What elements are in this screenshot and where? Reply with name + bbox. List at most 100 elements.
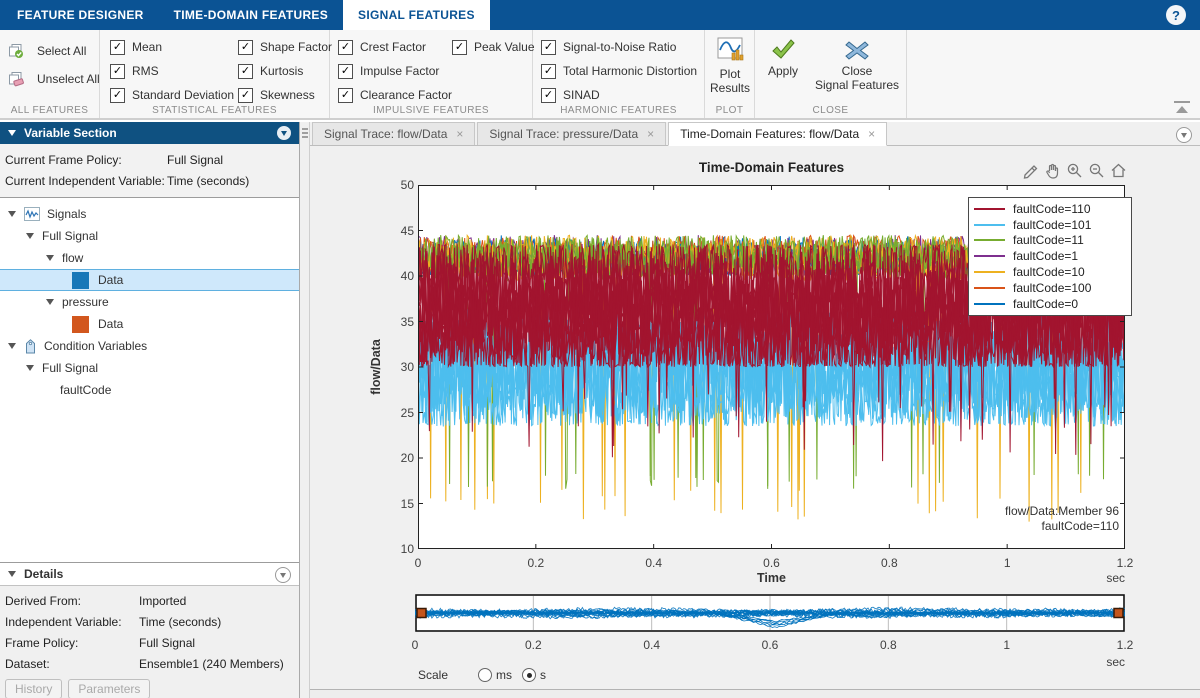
close-signal-features-button[interactable]: Close Signal Features xyxy=(809,36,905,92)
tree-item-pressure-data[interactable]: Data xyxy=(0,313,299,335)
tree-item-signals[interactable]: Signals xyxy=(0,203,299,225)
member-annotation: flow/Data:Member 96 faultCode=110 xyxy=(810,504,1119,534)
checkbox-box: ✓ xyxy=(452,40,467,55)
axes-toolbar xyxy=(1022,162,1127,179)
plot-results-button[interactable]: Plot Results xyxy=(705,36,755,95)
unselect-all-button[interactable]: Unselect All xyxy=(8,69,100,89)
independent-variable-label: Current Independent Variable: xyxy=(0,174,167,188)
legend-entry-faultCode=100[interactable]: faultCode=100 xyxy=(974,280,1126,296)
checkbox-snr[interactable]: ✓Signal-to-Noise Ratio xyxy=(541,37,697,57)
home-icon[interactable] xyxy=(1110,162,1127,179)
tree-item-full-signal[interactable]: Full Signal xyxy=(0,225,299,247)
checkbox-box: ✓ xyxy=(238,64,253,79)
tab-list-icon[interactable] xyxy=(1176,127,1192,143)
tree-item-flow[interactable]: flow xyxy=(0,247,299,269)
checkbox-rms[interactable]: ✓RMS xyxy=(110,61,234,81)
expand-caret-icon[interactable] xyxy=(8,211,16,217)
legend-entry-faultCode=1[interactable]: faultCode=1 xyxy=(974,248,1126,264)
tree-item-faultcode[interactable]: faultCode xyxy=(0,379,299,401)
ribbon: Select All Unselect All ALL FEATURES ✓Me… xyxy=(0,30,1200,120)
panel-splitter[interactable] xyxy=(300,122,310,698)
group-plot: Plot Results PLOT xyxy=(705,30,755,118)
frame-policy-label: Current Frame Policy: xyxy=(0,153,167,167)
diagnostic-feature-designer-window: FEATURE DESIGNER TIME-DOMAIN FEATURES SI… xyxy=(0,0,1200,698)
close-tab-icon[interactable]: × xyxy=(868,127,875,141)
checkbox-mean[interactable]: ✓Mean xyxy=(110,37,234,57)
radio-s[interactable]: s xyxy=(522,668,546,682)
checkbox-skewness[interactable]: ✓Skewness xyxy=(238,85,332,105)
panner-left-handle[interactable] xyxy=(417,609,426,618)
checkbox-box: ✓ xyxy=(541,88,556,103)
expand-caret-icon[interactable] xyxy=(46,299,54,305)
variable-section-header[interactable]: Variable Section xyxy=(0,122,299,144)
tree-item-pressure[interactable]: pressure xyxy=(0,291,299,313)
tab-feature-designer[interactable]: FEATURE DESIGNER xyxy=(2,0,159,30)
checkbox-clearance-factor[interactable]: ✓Clearance Factor xyxy=(338,85,452,105)
radio-circle xyxy=(478,668,492,682)
section-menu-icon[interactable] xyxy=(277,126,291,140)
zoom-out-icon[interactable] xyxy=(1088,162,1105,179)
group-close: Apply Close Signal Features CLOSE xyxy=(755,30,907,118)
signals-icon xyxy=(24,207,40,221)
close-tab-icon[interactable]: × xyxy=(456,127,463,141)
history-button[interactable]: History xyxy=(5,679,62,698)
signal-panner[interactable] xyxy=(415,594,1125,632)
doc-tab-signal-trace-flow[interactable]: Signal Trace: flow/Data × xyxy=(312,122,475,145)
export-icon[interactable] xyxy=(1022,162,1039,179)
independent-variable-value: Time (seconds) xyxy=(167,174,249,188)
checkbox-box: ✓ xyxy=(110,40,125,55)
expand-caret-icon[interactable] xyxy=(26,233,34,239)
expand-caret-icon[interactable] xyxy=(46,255,54,261)
close-tab-icon[interactable]: × xyxy=(647,127,654,141)
tab-time-domain-features[interactable]: TIME-DOMAIN FEATURES xyxy=(159,0,343,30)
legend-line-sample xyxy=(974,303,1005,305)
x-tick-0.2: 0.2 xyxy=(514,556,558,570)
tree-item-flow-data[interactable]: Data xyxy=(0,269,299,291)
checkbox-standard-deviation[interactable]: ✓Standard Deviation xyxy=(110,85,234,105)
zoom-in-icon[interactable] xyxy=(1066,162,1083,179)
legend-entry-faultCode=11[interactable]: faultCode=11 xyxy=(974,233,1126,249)
details-menu-icon[interactable] xyxy=(275,567,291,583)
legend-entry-faultCode=101[interactable]: faultCode=101 xyxy=(974,217,1126,233)
checkbox-box: ✓ xyxy=(110,64,125,79)
radio-ms[interactable]: ms xyxy=(478,668,512,682)
legend-entry-faultCode=10[interactable]: faultCode=10 xyxy=(974,264,1126,280)
parameters-button[interactable]: Parameters xyxy=(68,679,150,698)
tab-signal-features[interactable]: SIGNAL FEATURES xyxy=(343,0,490,30)
checkbox-box: ✓ xyxy=(238,40,253,55)
frame-policy-label: Frame Policy: xyxy=(0,636,139,650)
checkbox-shape-factor[interactable]: ✓Shape Factor xyxy=(238,37,332,57)
checkbox-box: ✓ xyxy=(541,40,556,55)
doc-tab-signal-trace-pressure[interactable]: Signal Trace: pressure/Data × xyxy=(477,122,666,145)
doc-tab-time-domain-features[interactable]: Time-Domain Features: flow/Data × xyxy=(668,122,887,146)
collapse-ribbon-icon[interactable] xyxy=(1174,101,1190,115)
tree-item-condition-variables[interactable]: Condition Variables xyxy=(0,335,299,357)
details-header[interactable]: Details xyxy=(0,563,299,585)
expand-caret-icon[interactable] xyxy=(8,343,16,349)
y-tick-50: 50 xyxy=(380,178,414,192)
checkbox-impulse-factor[interactable]: ✓Impulse Factor xyxy=(338,61,452,81)
x-tick-1: 1 xyxy=(985,556,1029,570)
legend-entry-faultCode=0[interactable]: faultCode=0 xyxy=(974,296,1126,312)
checkbox-thd[interactable]: ✓Total Harmonic Distortion xyxy=(541,61,697,81)
panner-right-handle[interactable] xyxy=(1114,609,1123,618)
legend-entry-faultCode=110[interactable]: faultCode=110 xyxy=(974,201,1126,217)
x-tick-0.4: 0.4 xyxy=(632,556,676,570)
checkbox-crest-factor[interactable]: ✓Crest Factor xyxy=(338,37,452,57)
pan-icon[interactable] xyxy=(1044,162,1061,179)
panner-tick-1: 1 xyxy=(985,638,1029,652)
tree-item-cv-full-signal[interactable]: Full Signal xyxy=(0,357,299,379)
pressure-data-swatch xyxy=(72,316,89,333)
expand-caret-icon[interactable] xyxy=(26,365,34,371)
help-icon[interactable]: ? xyxy=(1166,5,1186,25)
checkbox-sinad[interactable]: ✓SINAD xyxy=(541,85,697,105)
x-tick-1.2: 1.2 xyxy=(1103,556,1147,570)
checkbox-kurtosis[interactable]: ✓Kurtosis xyxy=(238,61,332,81)
x-tick-0.8: 0.8 xyxy=(867,556,911,570)
checkbox-peak-value[interactable]: ✓Peak Value xyxy=(452,37,535,57)
variable-panel: Variable Section Current Frame Policy: Fu… xyxy=(0,122,300,698)
app-tab-bar: FEATURE DESIGNER TIME-DOMAIN FEATURES SI… xyxy=(0,0,1200,30)
select-all-button[interactable]: Select All xyxy=(8,41,100,61)
condition-variables-icon xyxy=(24,339,37,354)
apply-button[interactable]: Apply xyxy=(757,36,809,78)
